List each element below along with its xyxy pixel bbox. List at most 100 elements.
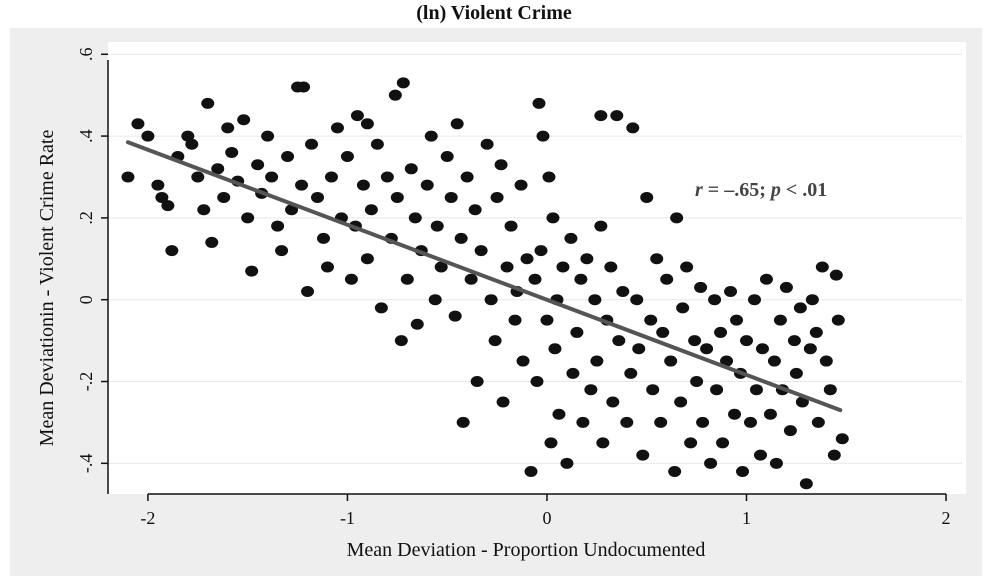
scatter-point: [560, 457, 574, 469]
scatter-point: [564, 232, 578, 244]
plot-area-background: [108, 42, 966, 494]
scatter-point: [155, 191, 169, 203]
scatter-point: [805, 294, 819, 306]
scatter-point: [524, 466, 538, 478]
scatter-point: [324, 171, 338, 183]
scatter-point: [736, 466, 750, 478]
scatter-point: [787, 335, 801, 347]
scatter-point: [544, 437, 558, 449]
scatter-point: [225, 146, 239, 158]
scatter-point: [450, 118, 464, 130]
scatter-point: [191, 171, 205, 183]
scatter-point: [620, 416, 634, 428]
scatter-point: [251, 159, 265, 171]
scatter-point: [674, 396, 688, 408]
scatter-point: [380, 171, 394, 183]
scatter-point: [747, 294, 761, 306]
scatter-point: [496, 396, 510, 408]
scatter-point: [548, 343, 562, 355]
y-tick-label: 0: [76, 295, 96, 304]
scatter-point: [388, 89, 402, 101]
scatter-point: [151, 179, 165, 191]
scatter-point: [753, 449, 767, 461]
scatter-point: [676, 302, 690, 314]
scatter-point: [540, 314, 554, 326]
scatter-point: [470, 376, 484, 388]
scatter-point: [556, 261, 570, 273]
scatter-point: [724, 286, 738, 298]
scatter-point: [494, 159, 508, 171]
scatter-point: [783, 425, 797, 437]
scatter-point: [654, 416, 668, 428]
scatter-point: [574, 273, 588, 285]
scatter-point: [281, 151, 295, 163]
scatter-point: [516, 355, 530, 367]
scatter-point: [829, 269, 843, 281]
scatter-point: [400, 273, 414, 285]
scatter-point: [500, 261, 514, 273]
scatter-point: [670, 212, 684, 224]
scatter-point: [340, 151, 354, 163]
y-tick-label: -.2: [76, 372, 96, 392]
scatter-point: [749, 384, 763, 396]
x-tick-label: 0: [542, 508, 551, 528]
y-tick-label: .6: [76, 48, 96, 62]
scatter-point: [714, 326, 728, 338]
scatter-point: [430, 220, 444, 232]
scatter-point: [350, 110, 364, 122]
scatter-point: [743, 416, 757, 428]
scatter-point: [444, 191, 458, 203]
scatter-point: [530, 376, 544, 388]
scatter-point: [708, 294, 722, 306]
scatter-point: [835, 433, 849, 445]
scatter-point: [275, 245, 289, 257]
scatter-point: [694, 281, 708, 293]
scatter-point: [827, 449, 841, 461]
scatter-point: [532, 97, 546, 109]
scatter-point: [468, 204, 482, 216]
scatter-point: [454, 232, 468, 244]
scatter-point: [330, 122, 344, 134]
axes: -2 -1 0 1 2 -.4 -.2 0 .2 .4 .6: [76, 48, 951, 528]
scatter-point: [690, 376, 704, 388]
scatter-point: [344, 273, 358, 285]
scatter-point: [779, 281, 793, 293]
grid-lines: [108, 53, 962, 464]
scatter-point: [484, 294, 498, 306]
scatter-point: [566, 367, 580, 379]
scatter-point: [221, 122, 235, 134]
scatter-point: [245, 265, 259, 277]
scatter-point: [434, 261, 448, 273]
scatter-point: [636, 449, 650, 461]
scatter-point: [536, 130, 550, 142]
scatter-point: [460, 171, 474, 183]
scatter-point: [728, 408, 742, 420]
scatter-point: [815, 261, 829, 273]
fit-line-group: [125, 140, 843, 413]
scatter-point: [700, 343, 714, 355]
scatter-point: [390, 191, 404, 203]
scatter-point: [584, 384, 598, 396]
scatter-point: [165, 245, 179, 257]
scatter-point: [211, 163, 225, 175]
scatter-point: [588, 294, 602, 306]
y-tick-label: .2: [76, 211, 96, 225]
scatter-point: [656, 326, 670, 338]
scatter-point: [803, 343, 817, 355]
scatter-point: [594, 110, 608, 122]
scatter-point: [819, 355, 833, 367]
scatter-point: [710, 384, 724, 396]
scatter-point: [201, 97, 215, 109]
scatter-point: [755, 343, 769, 355]
scatter-point: [440, 151, 454, 163]
scatter-point: [626, 122, 640, 134]
annotation-r-var: r: [695, 179, 703, 201]
scatter-point: [590, 355, 604, 367]
scatter-point: [580, 253, 594, 265]
scatter-point: [316, 232, 330, 244]
scatter-point: [793, 302, 807, 314]
chart-title: (ln) Violent Crime: [416, 2, 572, 24]
scatter-point: [311, 191, 325, 203]
y-tick-label: .4: [76, 129, 96, 143]
